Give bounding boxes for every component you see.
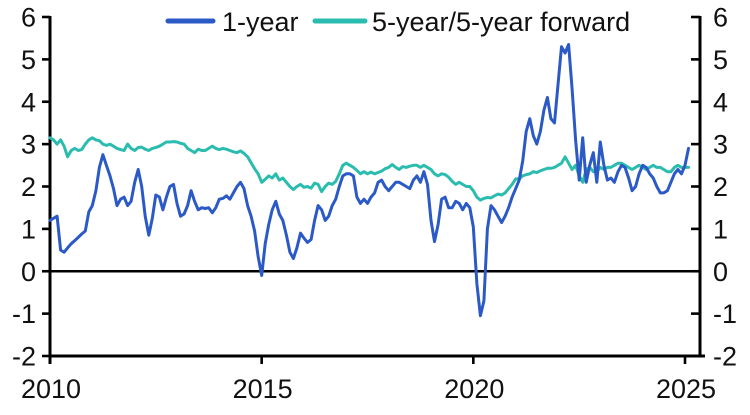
- left-axis-tick-label: -2: [12, 342, 36, 372]
- x-axis-tick-label: 2010: [21, 374, 81, 404]
- right-axis-tick-label: -1: [713, 299, 737, 329]
- right-axis-tick-label: 0: [713, 257, 728, 287]
- left-axis-tick-label: 6: [21, 3, 36, 33]
- right-axis-tick-label: 3: [713, 130, 728, 160]
- left-axis-tick-label: -1: [12, 299, 36, 329]
- right-axis-tick-label: 1: [713, 214, 728, 244]
- right-axis-tick-label: 4: [713, 87, 728, 117]
- left-axis-tick-label: 2: [21, 172, 36, 202]
- left-axis-tick-label: 3: [21, 130, 36, 160]
- left-axis-tick-label: 0: [21, 257, 36, 287]
- left-axis-tick-label: 4: [21, 87, 36, 117]
- right-axis-tick-label: 5: [713, 45, 728, 75]
- series-line-5-year-5-year-forward: [48, 136, 690, 202]
- right-axis-tick-label: 2: [713, 172, 728, 202]
- right-axis-tick-label: -2: [713, 342, 737, 372]
- right-axis-tick-label: 6: [713, 3, 728, 33]
- x-axis-tick-label: 2015: [233, 374, 293, 404]
- left-axis-tick-label: 1: [21, 214, 36, 244]
- x-axis-tick-label: 2025: [656, 374, 716, 404]
- legend-label: 1-year: [222, 7, 299, 37]
- series-line-1-year: [48, 43, 690, 318]
- left-axis-tick-label: 5: [21, 45, 36, 75]
- legend-label: 5-year/5-year forward: [372, 7, 630, 37]
- x-axis-tick-label: 2020: [444, 374, 504, 404]
